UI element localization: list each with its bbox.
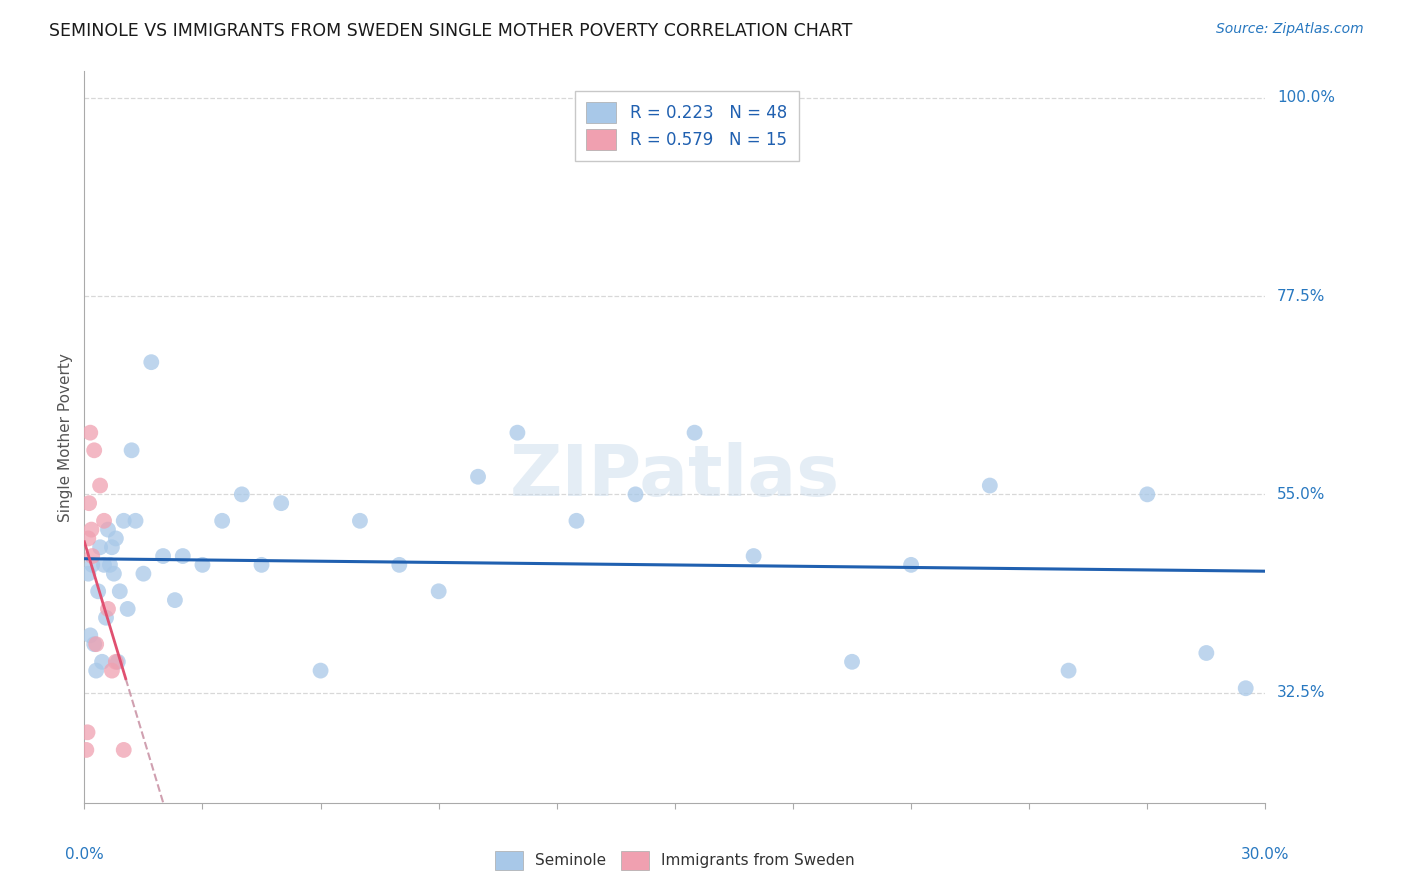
Point — [270, 496, 292, 510]
Point — [1136, 487, 1159, 501]
Point — [141, 355, 163, 369]
Point — [98, 558, 121, 572]
Text: 30.0%: 30.0% — [1241, 847, 1289, 862]
Text: 32.5%: 32.5% — [1277, 685, 1326, 700]
Point — [77, 566, 100, 581]
Point — [87, 584, 110, 599]
Point — [101, 664, 124, 678]
Text: SEMINOLE VS IMMIGRANTS FROM SWEDEN SINGLE MOTHER POVERTY CORRELATION CHART: SEMINOLE VS IMMIGRANTS FROM SWEDEN SINGL… — [49, 22, 852, 40]
Point — [79, 425, 101, 440]
Point — [84, 664, 107, 678]
Point — [84, 637, 107, 651]
Point — [1195, 646, 1218, 660]
Point — [89, 478, 111, 492]
Point — [1234, 681, 1257, 696]
Point — [112, 514, 135, 528]
Point — [506, 425, 529, 440]
Point — [94, 611, 117, 625]
Point — [132, 566, 155, 581]
Text: 0.0%: 0.0% — [65, 847, 104, 862]
Point — [93, 514, 115, 528]
Text: 100.0%: 100.0% — [1277, 90, 1336, 105]
Point — [309, 664, 332, 678]
Point — [683, 425, 706, 440]
Point — [388, 558, 411, 572]
Point — [97, 523, 120, 537]
Point — [79, 628, 101, 642]
Point — [103, 566, 125, 581]
Point — [624, 487, 647, 501]
Point — [841, 655, 863, 669]
Text: 77.5%: 77.5% — [1277, 289, 1326, 303]
Point — [108, 584, 131, 599]
Point — [91, 655, 114, 669]
Point — [83, 443, 105, 458]
Point — [349, 514, 371, 528]
Point — [93, 558, 115, 572]
Point — [101, 540, 124, 554]
Point — [82, 549, 104, 563]
Point — [75, 743, 97, 757]
Point — [104, 655, 127, 669]
Point — [121, 443, 143, 458]
Point — [124, 514, 146, 528]
Point — [104, 532, 127, 546]
Point — [467, 469, 489, 483]
Text: 55.0%: 55.0% — [1277, 487, 1326, 502]
Point — [211, 514, 233, 528]
Point — [83, 637, 105, 651]
Point — [82, 558, 104, 572]
Point — [97, 602, 120, 616]
Point — [77, 496, 100, 510]
Point — [77, 532, 100, 546]
Point — [152, 549, 174, 563]
Text: ZIPatlas: ZIPatlas — [510, 442, 839, 511]
Y-axis label: Single Mother Poverty: Single Mother Poverty — [58, 352, 73, 522]
Point — [1057, 664, 1080, 678]
Legend: Seminole, Immigrants from Sweden: Seminole, Immigrants from Sweden — [489, 845, 860, 876]
Point — [900, 558, 922, 572]
Text: Source: ZipAtlas.com: Source: ZipAtlas.com — [1216, 22, 1364, 37]
Point — [76, 725, 98, 739]
Point — [117, 602, 139, 616]
Point — [742, 549, 765, 563]
Point — [427, 584, 450, 599]
Point — [979, 478, 1001, 492]
Point — [231, 487, 253, 501]
Point — [112, 743, 135, 757]
Point — [565, 514, 588, 528]
Point — [89, 540, 111, 554]
Point — [172, 549, 194, 563]
Point — [191, 558, 214, 572]
Point — [107, 655, 129, 669]
Point — [163, 593, 186, 607]
Point — [80, 523, 103, 537]
Point — [250, 558, 273, 572]
